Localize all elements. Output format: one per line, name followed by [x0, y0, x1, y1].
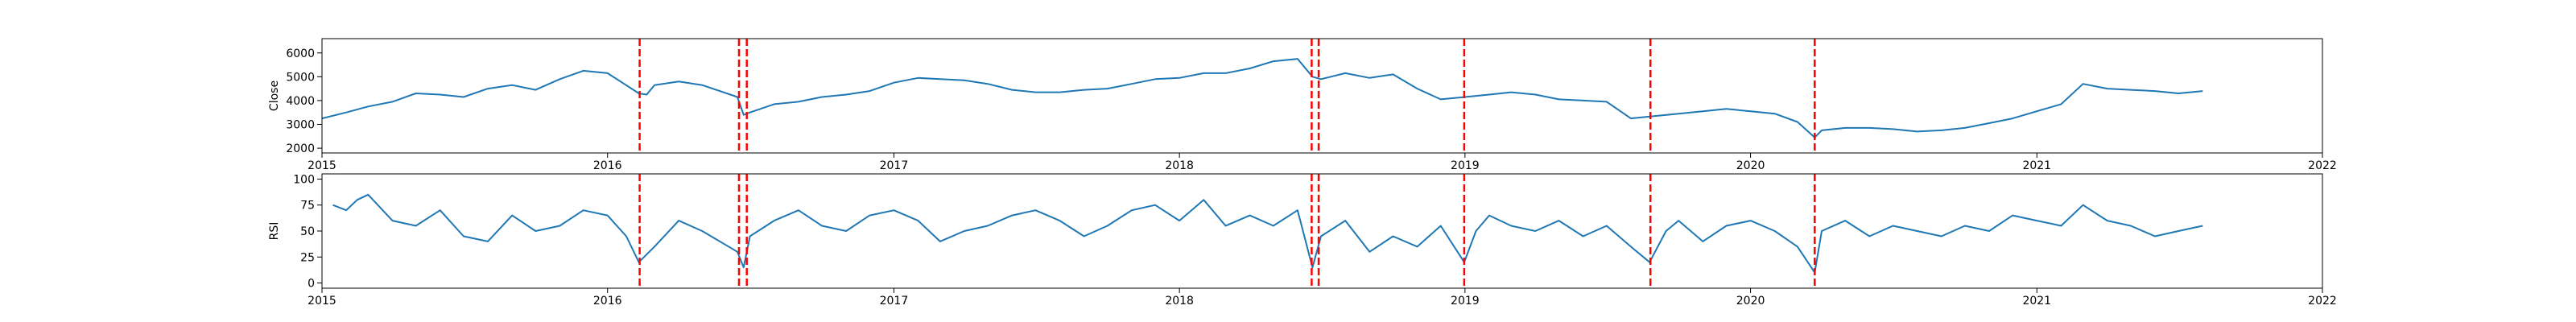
rsi-line-group: [332, 193, 2203, 274]
rsi-event-lines: [638, 174, 1816, 288]
close-price-panel: 2015 2016 2017 2018 2019 2020 2021 2022 2000 300…: [268, 38, 2337, 172]
x-tick-label-2020: 2020: [1736, 295, 1765, 308]
close-price-line: [321, 58, 2203, 138]
rsi-y-axis-ticks: 0 25 50 75 100: [293, 173, 322, 291]
x-tick-label-2016: 2016: [593, 295, 622, 308]
x-tick-label-2021: 2021: [2022, 159, 2051, 172]
x-tick-label-2016: 2016: [593, 159, 622, 172]
x-tick-label-2018: 2018: [1165, 159, 1194, 172]
y-tick-label-0: 0: [308, 278, 315, 291]
close-event-lines: [638, 39, 1816, 153]
x-tick-label-2015: 2015: [308, 295, 336, 308]
x-tick-label-2015: 2015: [308, 159, 336, 172]
close-price-line-group: [321, 58, 2203, 138]
y-tick-label-5000: 5000: [286, 71, 315, 84]
x-tick-label-2020: 2020: [1736, 159, 1765, 172]
x-tick-label-2022: 2022: [2308, 295, 2337, 308]
y-tick-label-4000: 4000: [286, 95, 315, 108]
close-x-axis-ticks: 2015 2016 2017 2018 2019 2020 2021 2022: [308, 153, 2337, 172]
close-y-axis-label: Close: [268, 80, 281, 111]
y-tick-label-3000: 3000: [286, 119, 315, 132]
y-tick-label-100: 100: [293, 173, 315, 186]
x-tick-label-2021: 2021: [2022, 295, 2051, 308]
x-tick-label-2019: 2019: [1451, 295, 1480, 308]
rsi-line: [332, 193, 2203, 274]
close-y-axis-ticks: 2000 3000 4000 5000 6000: [286, 47, 322, 155]
y-tick-label-2000: 2000: [286, 142, 315, 155]
rsi-y-axis-label: RSI: [268, 222, 281, 241]
rsi-x-axis-ticks: 2015 2016 2017 2018 2019 2020 2021 2022: [308, 288, 2337, 308]
rsi-panel: 2015 2016 2017 2018 2019 2020 2021 2022 0 25 50 75…: [268, 173, 2337, 308]
x-tick-label-2019: 2019: [1451, 159, 1480, 172]
x-tick-label-2018: 2018: [1165, 295, 1194, 308]
x-tick-label-2017: 2017: [880, 295, 909, 308]
x-tick-label-2022: 2022: [2308, 159, 2337, 172]
close-axes-frame: [321, 38, 2323, 154]
x-tick-label-2017: 2017: [880, 159, 909, 172]
y-tick-label-25: 25: [300, 251, 315, 264]
y-tick-label-50: 50: [300, 225, 315, 238]
y-tick-label-75: 75: [300, 200, 315, 213]
y-tick-label-6000: 6000: [286, 47, 315, 60]
